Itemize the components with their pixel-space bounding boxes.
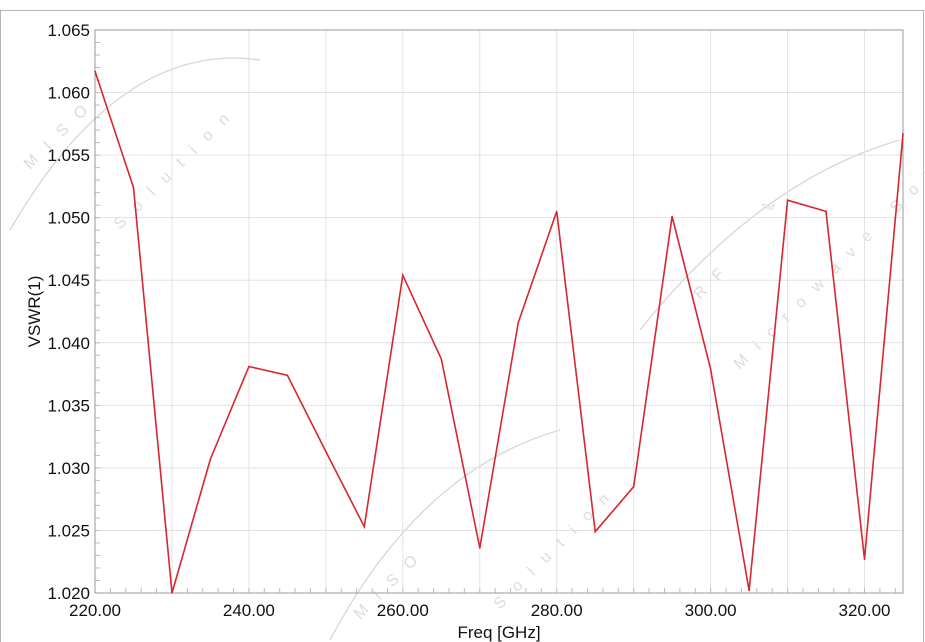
data-point [594,530,596,533]
data-point [671,215,673,218]
y-tick-label: 1.055 [47,146,90,165]
x-tick-label: 320.00 [839,601,891,620]
x-tick-label: 240.00 [223,601,275,620]
data-point [786,199,789,201]
y-tick-label: 1.025 [47,521,90,540]
data-point [902,133,904,135]
x-tick-label: 260.00 [377,601,429,620]
x-tick-label: 300.00 [685,601,737,620]
watermark-tagline-a-1: Solution [111,101,243,233]
minor-ticks [94,29,896,594]
watermark-arc-3 [329,429,561,641]
data-point [632,485,635,488]
series-group [94,70,904,594]
x-tick-labels: 220.00 240.00 260.00 280.00 300.00 320.00 [69,601,891,620]
y-tick-label: 1.030 [47,459,90,478]
watermark-arc-2 [639,139,901,331]
data-point [709,368,712,370]
data-point [171,592,173,594]
y-tick-label: 1.050 [47,209,90,228]
data-point [94,70,96,73]
data-point [863,558,866,561]
y-axis-title: VSWR(1) [25,276,44,348]
y-tick-label: 1.065 [47,21,90,40]
y-tick-label: 1.040 [47,334,90,353]
data-point [402,274,404,277]
y-tick-label: 1.035 [47,396,90,415]
watermark-trademark: ™ [760,202,790,219]
data-point [517,321,520,324]
data-point [825,210,827,213]
data-point [325,450,327,453]
y-tick-label: 1.020 [47,584,90,603]
data-point [248,365,250,368]
y-tick-label: 1.045 [47,271,90,290]
x-tick-label: 220.00 [69,601,121,620]
watermark-brand-secondary: RF [691,256,738,303]
data-point [440,358,443,360]
y-tick-labels: 1.020 1.025 1.030 1.035 1.040 1.045 1.050 1.055… [47,21,90,603]
data-point [363,525,366,528]
data-point [209,458,212,460]
data-point [286,374,289,377]
data-point [748,589,750,592]
data-point [478,547,481,549]
data-point [555,210,558,213]
x-tick-label: 280.00 [531,601,583,620]
y-tick-label: 1.060 [47,84,90,103]
data-point [132,186,135,189]
series-line-vswr [94,71,904,594]
plot-area-border [94,29,904,594]
chart-frame [0,10,924,642]
x-axis-title: Freq [GHz] [457,623,540,642]
